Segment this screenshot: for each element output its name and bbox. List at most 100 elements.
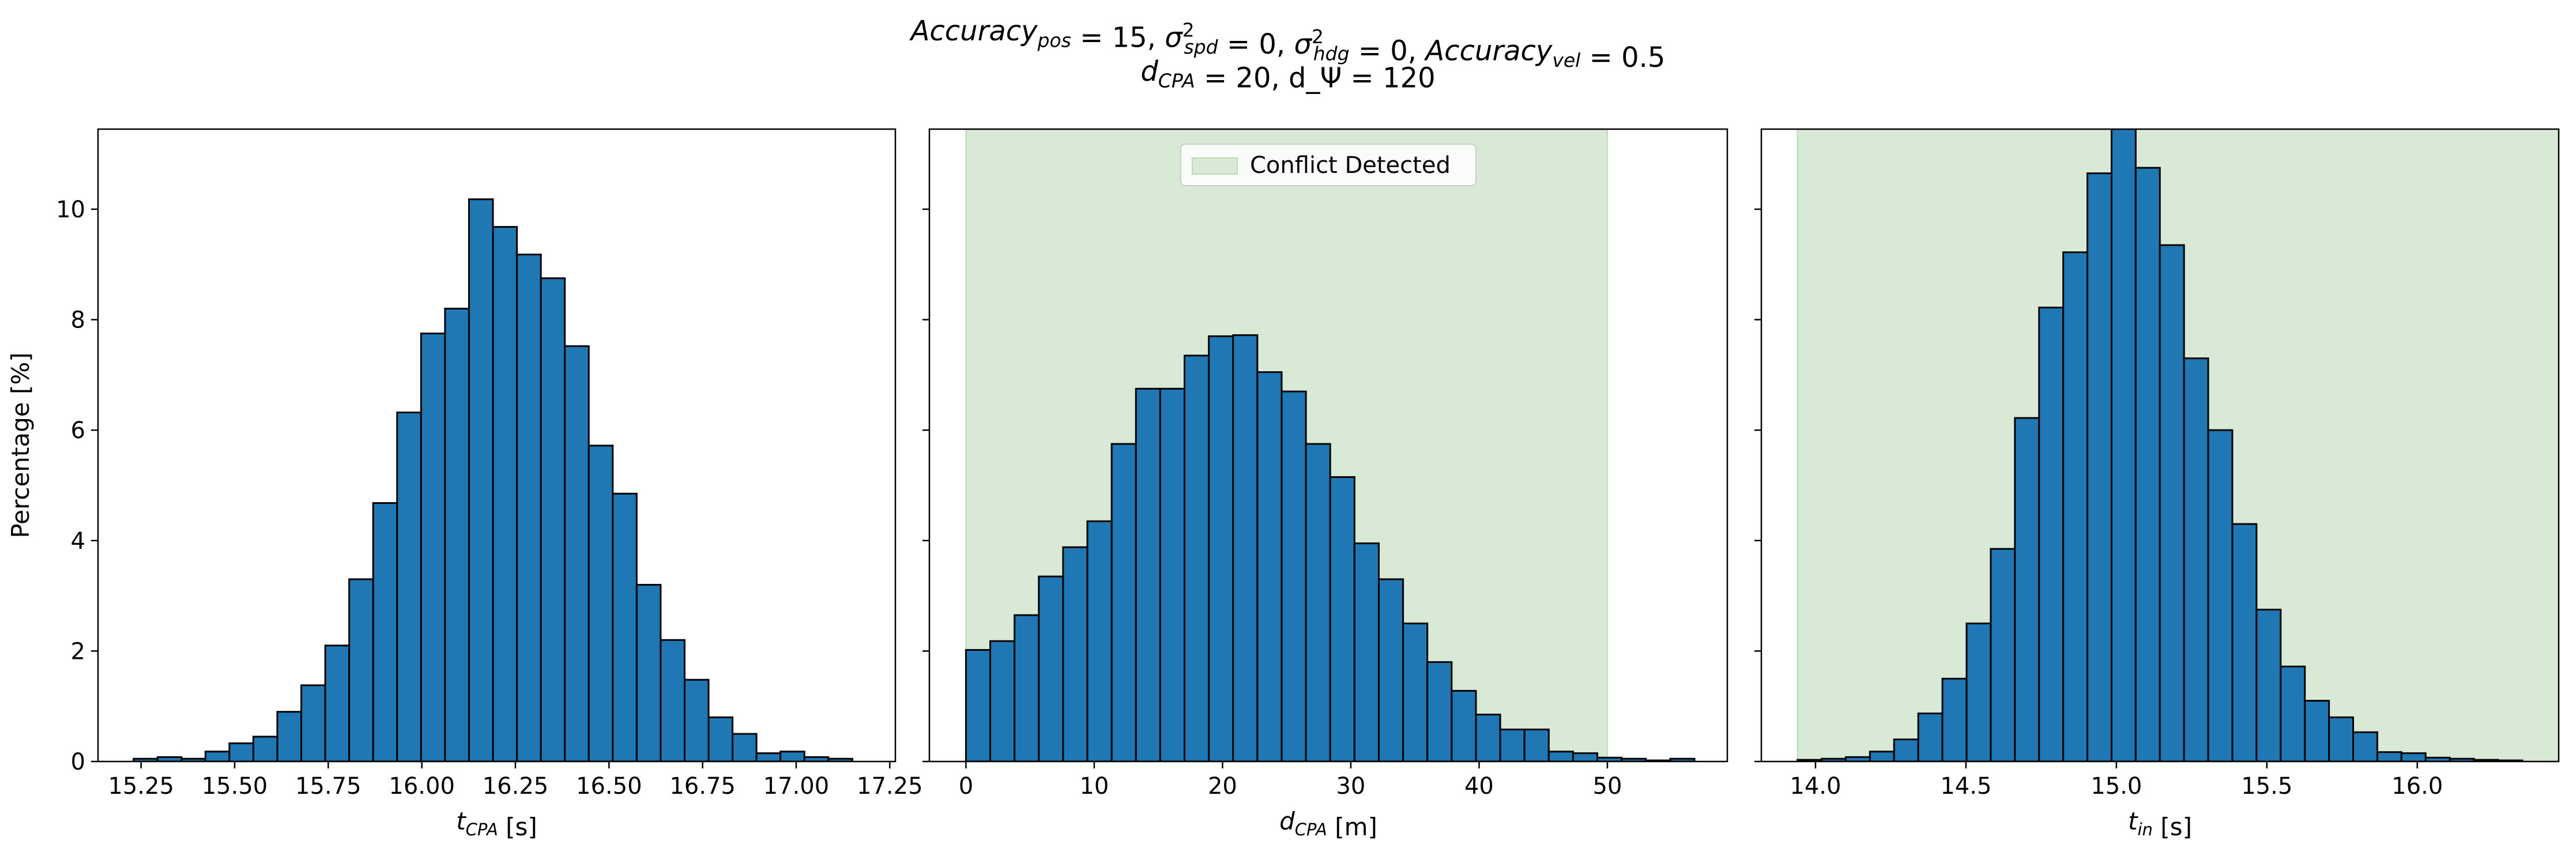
histogram-bar xyxy=(1499,728,1526,761)
histogram-bar xyxy=(2159,244,2185,761)
x-tick-label: 14.5 xyxy=(1940,773,1991,800)
histogram-bar xyxy=(276,711,303,761)
histogram-bar xyxy=(372,502,398,761)
x-tick-label: 16.25 xyxy=(483,773,549,800)
histogram-bar xyxy=(2255,609,2282,761)
panel-tin-histogram: 14.0 14.5 15.0 15.5 16.0 tin [s] xyxy=(1754,128,2560,841)
histogram-bar xyxy=(444,307,470,761)
histogram-bar xyxy=(1014,614,1040,761)
histogram-bar xyxy=(1893,738,1919,761)
histogram-bar xyxy=(1869,751,1895,761)
histogram-bar xyxy=(1965,622,1992,761)
histogram-bar xyxy=(2231,523,2258,761)
histogram-bar xyxy=(1353,542,1380,761)
figure-title-line-2: dCPA = 20, d_Ψ = 120 xyxy=(1140,55,1435,95)
histogram-bar xyxy=(1377,578,1404,761)
histogram-bar xyxy=(420,332,446,761)
histogram-bar xyxy=(2400,752,2427,761)
histogram-bar xyxy=(2280,665,2306,761)
x-tick-label: 16.00 xyxy=(389,773,455,800)
histogram-bar xyxy=(2304,700,2330,761)
plot-area xyxy=(133,198,853,761)
x-axis-label: tCPA [s] xyxy=(456,807,537,841)
plot-area xyxy=(1797,129,2559,761)
histogram-bar xyxy=(612,492,638,761)
y-tick-label: 6 xyxy=(71,417,85,444)
histogram-bar xyxy=(1941,677,1968,761)
histogram-bar xyxy=(204,751,231,761)
histogram-bar xyxy=(228,742,254,761)
x-tick-label: 10 xyxy=(1079,773,1109,800)
histogram-bar xyxy=(1475,714,1501,761)
histogram-bar xyxy=(755,752,782,761)
axes-frame xyxy=(928,128,1728,763)
y-tick-label: 10 xyxy=(56,197,85,223)
histogram-bar xyxy=(396,411,422,761)
histogram-bar xyxy=(2087,172,2112,761)
histogram-bar xyxy=(324,644,351,761)
histogram-bar xyxy=(564,345,590,761)
x-tick-label: 15.5 xyxy=(2241,773,2292,800)
x-tick-label: 16.75 xyxy=(669,773,736,800)
histogram-bar xyxy=(1329,476,1355,761)
histogram-bar xyxy=(2014,417,2040,761)
histogram-bar xyxy=(1305,443,1331,761)
x-tick-label: 16.0 xyxy=(2392,773,2443,800)
histogram-bar xyxy=(2183,357,2209,761)
histogram-bar xyxy=(2134,167,2161,761)
x-tick-label: 15.75 xyxy=(295,773,361,800)
panel-dcpa-histogram: 0 10 20 30 40 50 dCPA [m] Conflict Detected xyxy=(922,128,1728,841)
legend-label: Conflict Detected xyxy=(1250,152,1451,179)
histogram-bar xyxy=(1547,751,1574,761)
histogram-bar xyxy=(1402,622,1429,761)
histogram-bar xyxy=(2062,251,2089,761)
histogram-bar xyxy=(1917,712,1944,761)
axes-frame xyxy=(1760,128,2560,763)
histogram-bar xyxy=(1232,334,1259,761)
y-axis-label: Percentage [%] xyxy=(6,352,35,538)
x-axis-label: dCPA [m] xyxy=(1279,807,1377,841)
histogram-bar xyxy=(1062,546,1089,761)
x-tick-label: 17.00 xyxy=(763,773,830,800)
histogram-bar xyxy=(683,678,710,761)
histogram-bar xyxy=(1208,335,1234,761)
histogram-bar xyxy=(1135,387,1161,761)
histogram-bar xyxy=(779,751,805,761)
x-tick-label: 30 xyxy=(1336,773,1365,800)
histogram-bar xyxy=(468,198,494,761)
histogram-bar xyxy=(1110,443,1137,761)
figure-title-line-1: Accuracypos = 15, σ2 spd = 0, σ2 hdg = 0, … xyxy=(909,15,1666,74)
figure-title: Accuracypos = 15, σ2 spd = 0, σ2 hdg = 0, … xyxy=(909,15,1666,95)
x-tick-label: 50 xyxy=(1593,773,1622,800)
x-tick-label: 16.50 xyxy=(576,773,642,800)
histogram-bar xyxy=(1451,689,1477,761)
histogram-bar xyxy=(540,277,566,761)
histogram-bar xyxy=(1159,387,1186,761)
histogram-bar xyxy=(300,684,326,761)
histogram-bar xyxy=(516,253,542,761)
histogram-bar xyxy=(1990,548,2016,761)
y-tick-label: 0 xyxy=(71,749,85,775)
axes-frame xyxy=(97,128,897,763)
histogram-bar xyxy=(492,226,518,761)
y-tick-label: 8 xyxy=(71,307,85,334)
histogram-bar xyxy=(2207,429,2234,761)
x-tick-label: 20 xyxy=(1208,773,1237,800)
histogram-bar xyxy=(1523,728,1550,761)
histogram-bar xyxy=(2328,716,2354,761)
x-tick-label: 15.25 xyxy=(108,773,174,800)
plot-area xyxy=(965,129,1696,761)
x-tick-label: 40 xyxy=(1464,773,1494,800)
histogram-bar xyxy=(1256,371,1283,761)
histogram-bar xyxy=(635,583,662,761)
histogram-bar xyxy=(348,578,374,761)
x-tick-label: 15.50 xyxy=(202,773,268,800)
histogram-bar xyxy=(2376,751,2402,761)
histogram-bar xyxy=(2038,306,2065,761)
x-tick-label: 15.0 xyxy=(2091,773,2142,800)
x-axis-label: tin [s] xyxy=(2128,807,2192,841)
y-tick-label: 4 xyxy=(71,528,85,555)
legend-box xyxy=(1180,144,1477,186)
histogram-bar xyxy=(1426,661,1453,761)
